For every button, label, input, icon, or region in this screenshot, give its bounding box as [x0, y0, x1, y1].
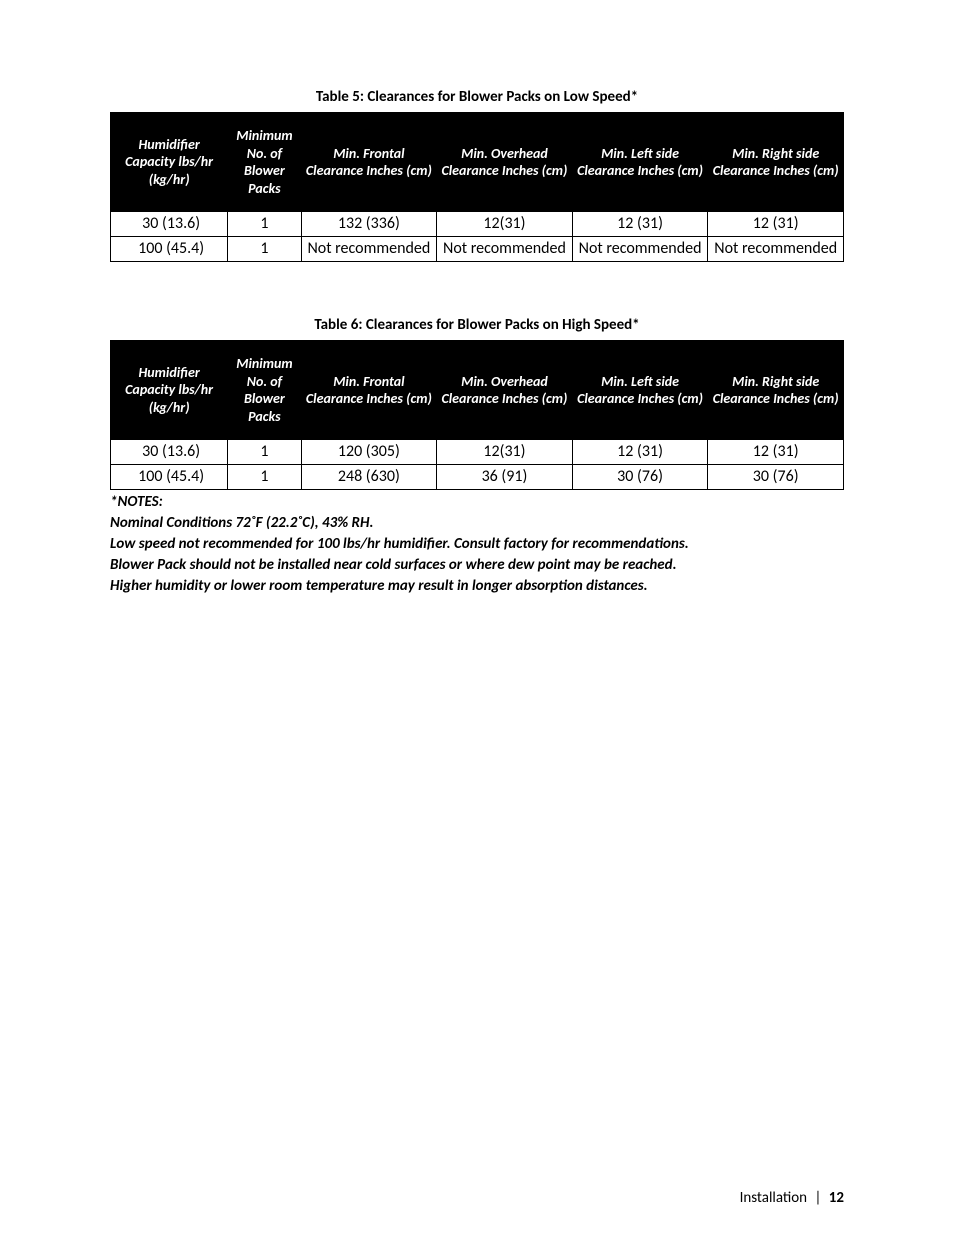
table6-col-0: Humidifier Capacity lbs/hr (kg/hr) [111, 341, 228, 440]
table5-r1c4: Not recommended [572, 237, 708, 262]
notes-heading: *NOTES: [110, 492, 844, 513]
table6: Humidifier Capacity lbs/hr (kg/hr) Minim… [110, 340, 844, 490]
table6-col-3: Min. Overhead Clearance Inches (cm) [437, 341, 573, 440]
table5-r1c0: 100 (45.4) [111, 237, 228, 262]
table5: Humidifier Capacity lbs/hr (kg/hr) Minim… [110, 112, 844, 262]
table6-r0c5: 12 (31) [708, 440, 844, 465]
table6-r1c1: 1 [228, 465, 301, 490]
table5-r0c0: 30 (13.6) [111, 212, 228, 237]
table6-r0c3: 12(31) [437, 440, 573, 465]
table-row: 100 (45.4) 1 248 (630) 36 (91) 30 (76) 3… [111, 465, 844, 490]
table5-caption: Table 5: Clearances for Blower Packs on … [110, 88, 844, 106]
table5-r0c4: 12 (31) [572, 212, 708, 237]
table5-r0c2: 132 (336) [301, 212, 437, 237]
table6-col-5: Min. Right side Clearance Inches (cm) [708, 341, 844, 440]
notes-block: *NOTES: Nominal Conditions 72˚F (22.2˚C)… [110, 492, 844, 597]
table6-r1c3: 36 (91) [437, 465, 573, 490]
footer-section: Installation [740, 1189, 807, 1207]
table5-header-row: Humidifier Capacity lbs/hr (kg/hr) Minim… [111, 113, 844, 212]
table6-col-1: Minimum No. of Blower Packs [228, 341, 301, 440]
table6-r1c0: 100 (45.4) [111, 465, 228, 490]
notes-line-0: Nominal Conditions 72˚F (22.2˚C), 43% RH… [110, 513, 844, 534]
table5-col-4: Min. Left side Clearance Inches (cm) [572, 113, 708, 212]
table6-r1c2: 248 (630) [301, 465, 437, 490]
table5-r1c1: 1 [228, 237, 301, 262]
page-footer: Installation | 12 [740, 1189, 844, 1207]
notes-line-1: Low speed not recommended for 100 lbs/hr… [110, 534, 844, 555]
table-row: 100 (45.4) 1 Not recommended Not recomme… [111, 237, 844, 262]
table6-r1c5: 30 (76) [708, 465, 844, 490]
table5-col-0: Humidifier Capacity lbs/hr (kg/hr) [111, 113, 228, 212]
table6-col-4: Min. Left side Clearance Inches (cm) [572, 341, 708, 440]
table6-header-row: Humidifier Capacity lbs/hr (kg/hr) Minim… [111, 341, 844, 440]
table6-caption: Table 6: Clearances for Blower Packs on … [110, 316, 844, 334]
table5-col-3: Min. Overhead Clearance Inches (cm) [437, 113, 573, 212]
table6-r1c4: 30 (76) [572, 465, 708, 490]
table6-r0c4: 12 (31) [572, 440, 708, 465]
notes-line-2: Blower Pack should not be installed near… [110, 555, 844, 576]
table5-col-2: Min. Frontal Clearance Inches (cm) [301, 113, 437, 212]
table6-r0c2: 120 (305) [301, 440, 437, 465]
table5-col-5: Min. Right side Clearance Inches (cm) [708, 113, 844, 212]
table6-col-2: Min. Frontal Clearance Inches (cm) [301, 341, 437, 440]
table5-r0c5: 12 (31) [708, 212, 844, 237]
table6-r0c1: 1 [228, 440, 301, 465]
table6-r0c0: 30 (13.6) [111, 440, 228, 465]
notes-line-3: Higher humidity or lower room temperatur… [110, 576, 844, 597]
table5-r0c1: 1 [228, 212, 301, 237]
table5-col-1: Minimum No. of Blower Packs [228, 113, 301, 212]
table5-r1c5: Not recommended [708, 237, 844, 262]
table-row: 30 (13.6) 1 132 (336) 12(31) 12 (31) 12 … [111, 212, 844, 237]
table5-r1c2: Not recommended [301, 237, 437, 262]
table-row: 30 (13.6) 1 120 (305) 12(31) 12 (31) 12 … [111, 440, 844, 465]
footer-page-number: 12 [829, 1189, 844, 1207]
table5-r0c3: 12(31) [437, 212, 573, 237]
footer-separator: | [814, 1189, 821, 1207]
table5-r1c3: Not recommended [437, 237, 573, 262]
